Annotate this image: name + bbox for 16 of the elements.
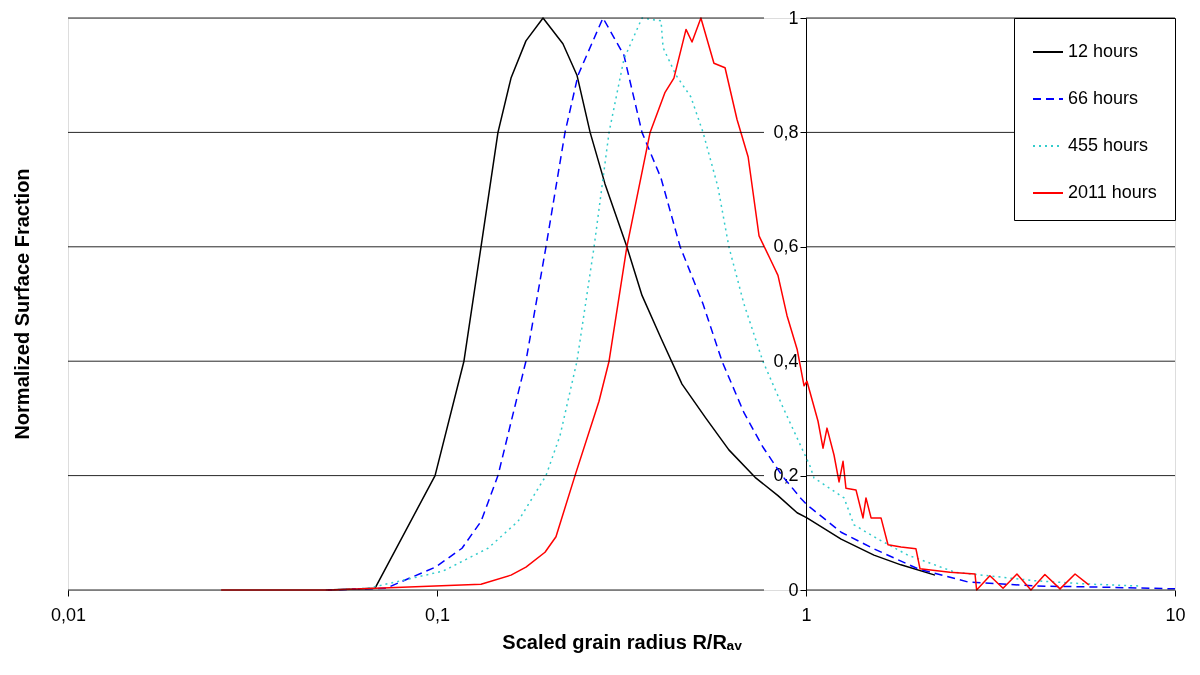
y-tick-label: 0,4	[773, 350, 799, 371]
legend-label: 66 hours	[1068, 88, 1139, 108]
y-tick-label: 0,6	[773, 236, 799, 257]
y-tick-label: 0,8	[773, 121, 799, 142]
y-axis-title: Normalized Surface Fraction	[11, 168, 33, 440]
x-tick-label: 0,01	[50, 604, 87, 625]
y-tick-label: 0,2	[773, 465, 799, 486]
x-tick-label: 10	[1165, 604, 1186, 625]
legend-label: 12 hours	[1068, 41, 1139, 61]
legend-label: 2011 hours	[1068, 182, 1157, 202]
x-axis-title: Scaled grain radius R/Rₐᵥ	[502, 630, 743, 653]
x-tick-label: 1	[801, 604, 812, 625]
legend-label: 455 hours	[1068, 135, 1149, 155]
y-tick-label: 0	[788, 579, 799, 600]
y-tick-label: 1	[788, 7, 799, 28]
x-tick-label: 0,1	[424, 604, 451, 625]
